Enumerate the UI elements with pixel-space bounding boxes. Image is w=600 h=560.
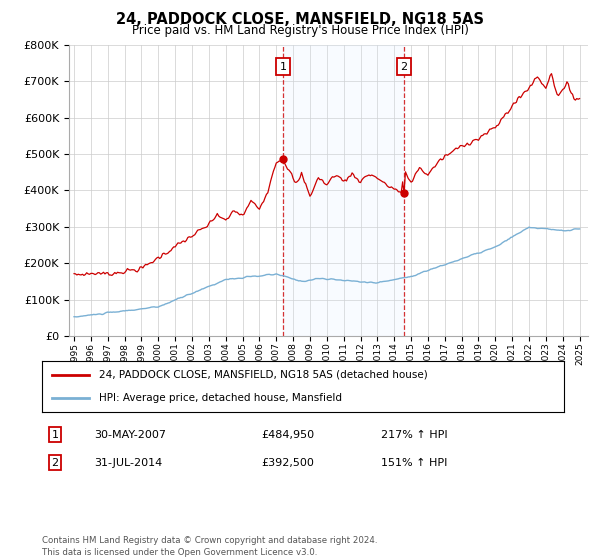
Text: Price paid vs. HM Land Registry's House Price Index (HPI): Price paid vs. HM Land Registry's House …	[131, 24, 469, 36]
Text: 151% ↑ HPI: 151% ↑ HPI	[382, 458, 448, 468]
Text: 24, PADDOCK CLOSE, MANSFIELD, NG18 5AS: 24, PADDOCK CLOSE, MANSFIELD, NG18 5AS	[116, 12, 484, 27]
Text: 2: 2	[400, 62, 407, 72]
Bar	[283, 45, 404, 336]
Text: £392,500: £392,500	[261, 458, 314, 468]
Text: 24, PADDOCK CLOSE, MANSFIELD, NG18 5AS (detached house): 24, PADDOCK CLOSE, MANSFIELD, NG18 5AS (…	[100, 370, 428, 380]
Text: HPI: Average price, detached house, Mansfield: HPI: Average price, detached house, Mans…	[100, 393, 343, 403]
Text: Contains HM Land Registry data © Crown copyright and database right 2024.
This d: Contains HM Land Registry data © Crown c…	[42, 536, 377, 557]
Text: 217% ↑ HPI: 217% ↑ HPI	[382, 430, 448, 440]
Text: 1: 1	[52, 430, 59, 440]
Text: 2: 2	[52, 458, 59, 468]
Text: 30-MAY-2007: 30-MAY-2007	[94, 430, 166, 440]
Text: 31-JUL-2014: 31-JUL-2014	[94, 458, 163, 468]
Text: 1: 1	[280, 62, 287, 72]
Text: £484,950: £484,950	[261, 430, 314, 440]
